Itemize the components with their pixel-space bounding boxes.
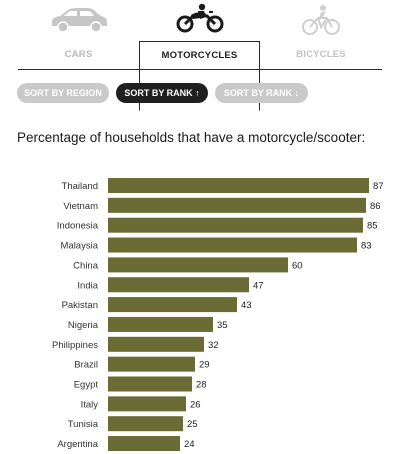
- value-label: 28: [196, 380, 207, 391]
- category-label: Indonesia: [57, 221, 99, 232]
- bar: [108, 336, 204, 352]
- bar-chart: Thailand 87 Vietnam 86 Indonesia 85 Malaysia 83…: [52, 178, 384, 452]
- bar: [108, 197, 366, 213]
- category-label: China: [73, 260, 99, 271]
- category-label: Tunisia: [68, 419, 99, 430]
- tab-cars-label: CARS: [64, 49, 93, 60]
- value-label: 47: [253, 280, 264, 291]
- category-label: Malaysia: [61, 241, 99, 252]
- value-label: 24: [184, 439, 195, 450]
- value-label: 87: [373, 181, 384, 192]
- bar: [108, 376, 192, 392]
- bar: [108, 416, 183, 432]
- category-label: India: [77, 280, 98, 291]
- tab-cars[interactable]: CARS: [18, 0, 139, 70]
- car-icon: [48, 4, 110, 39]
- sort-by-region-button[interactable]: SORT BY REGION: [17, 83, 109, 103]
- value-label: 29: [199, 360, 210, 371]
- category-label: Egypt: [74, 380, 99, 391]
- bar: [108, 436, 180, 452]
- value-label: 35: [217, 320, 228, 331]
- category-label: Pakistan: [62, 300, 98, 311]
- bar: [108, 178, 369, 193]
- value-label: 26: [190, 399, 201, 410]
- bar: [108, 297, 237, 313]
- bicycle-icon: [301, 4, 341, 41]
- value-label: 60: [292, 260, 303, 271]
- category-label: Nigeria: [68, 320, 99, 331]
- tab-bicycles-label: BICYCLES: [296, 49, 346, 60]
- category-label: Argentina: [57, 439, 98, 450]
- value-label: 85: [367, 221, 378, 232]
- value-label: 25: [187, 419, 198, 430]
- vehicle-tabs: CARS MOTORCYCLES BICYC: [18, 0, 382, 111]
- motorcycle-icon: [175, 3, 225, 38]
- bar: [108, 217, 363, 233]
- category-label: Vietnam: [63, 201, 98, 212]
- tab-divider: [18, 69, 382, 70]
- bar: [108, 277, 249, 293]
- value-label: 43: [241, 300, 252, 311]
- bar: [108, 257, 288, 273]
- value-label: 86: [370, 201, 381, 212]
- sort-by-rank-ascending-button[interactable]: SORT BY RANK ↑: [116, 83, 208, 103]
- tab-bicycles[interactable]: BICYCLES: [260, 0, 382, 70]
- value-label: 32: [208, 340, 219, 351]
- category-label: Philippines: [52, 340, 98, 351]
- bar: [108, 356, 195, 372]
- bar: [108, 316, 213, 332]
- bar: [108, 396, 186, 412]
- category-label: Italy: [81, 399, 99, 410]
- value-label: 83: [361, 241, 372, 252]
- chart-title: Percentage of households that have a mot…: [17, 130, 366, 145]
- category-label: Brazil: [74, 360, 98, 371]
- bar: [108, 237, 357, 253]
- category-label: Thailand: [62, 181, 98, 192]
- sort-by-rank-descending-button[interactable]: SORT BY RANK ↓: [215, 83, 308, 103]
- tab-motorcycles-label: MOTORCYCLES: [161, 50, 238, 61]
